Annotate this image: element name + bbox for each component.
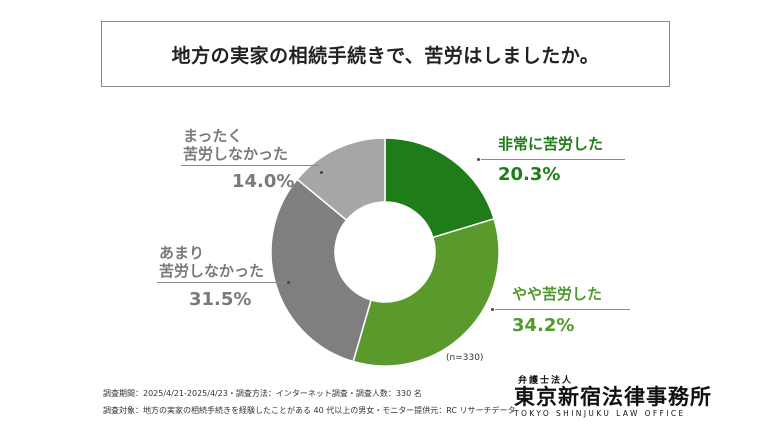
- company-logo: 弁護士法人 東京新宿法律事務所 TOKYO SHINJUKU LAW OFFIC…: [514, 373, 712, 418]
- slice-not-at-all: [296, 137, 386, 222]
- leader-line-very: [481, 159, 625, 160]
- logo-name: 東京新宿法律事務所: [514, 384, 712, 409]
- label-somewhat-hard: やや苦労した: [512, 285, 603, 303]
- footnote-line-2: 調査対象：地方の実家の相続手続きを経験したことがある 40 代以上の男女・モニタ…: [103, 406, 516, 415]
- logo-subtitle: 弁護士法人: [518, 376, 574, 386]
- leader-line-little: [157, 282, 287, 283]
- value-somewhat-hard: 34.2%: [512, 315, 575, 336]
- label-not-much-line2: 苦労しなかった: [159, 262, 265, 280]
- survey-footnote: 調査期間：2025/4/21-2025/4/23・調査方法：インターネット調査・…: [103, 385, 516, 419]
- leader-dot-none: [320, 171, 323, 174]
- logo-english-name: TOKYO SHINJUKU LAW OFFICE: [514, 409, 686, 418]
- leader-dot-little: [287, 281, 290, 284]
- slice-not-much: [270, 178, 372, 363]
- sample-size-label: (n=330): [446, 353, 484, 363]
- footnote-line-1: 調査期間：2025/4/21-2025/4/23・調査方法：インターネット調査・…: [103, 389, 422, 398]
- leader-line-some: [495, 309, 630, 310]
- label-very-hard: 非常に苦労した: [498, 135, 604, 153]
- leader-dot-some: [491, 308, 494, 311]
- label-not-at-all-line2: 苦労しなかった: [183, 145, 289, 163]
- leader-dot-very: [477, 158, 480, 161]
- label-not-at-all-line1: まったく: [183, 127, 243, 145]
- slice-very-hard: [384, 137, 496, 239]
- chart-title: 地方の実家の相続手続きで、苦労はしましたか。: [171, 44, 600, 67]
- slice-somewhat-hard: [352, 217, 500, 367]
- leader-line-none: [181, 165, 319, 166]
- label-not-much-line1: あまり: [159, 244, 205, 262]
- value-not-at-all: 14.0%: [232, 171, 295, 192]
- value-very-hard: 20.3%: [498, 164, 561, 185]
- chart-title-box: 地方の実家の相続手続きで、苦労はしましたか。: [101, 21, 670, 87]
- value-not-much: 31.5%: [189, 289, 252, 310]
